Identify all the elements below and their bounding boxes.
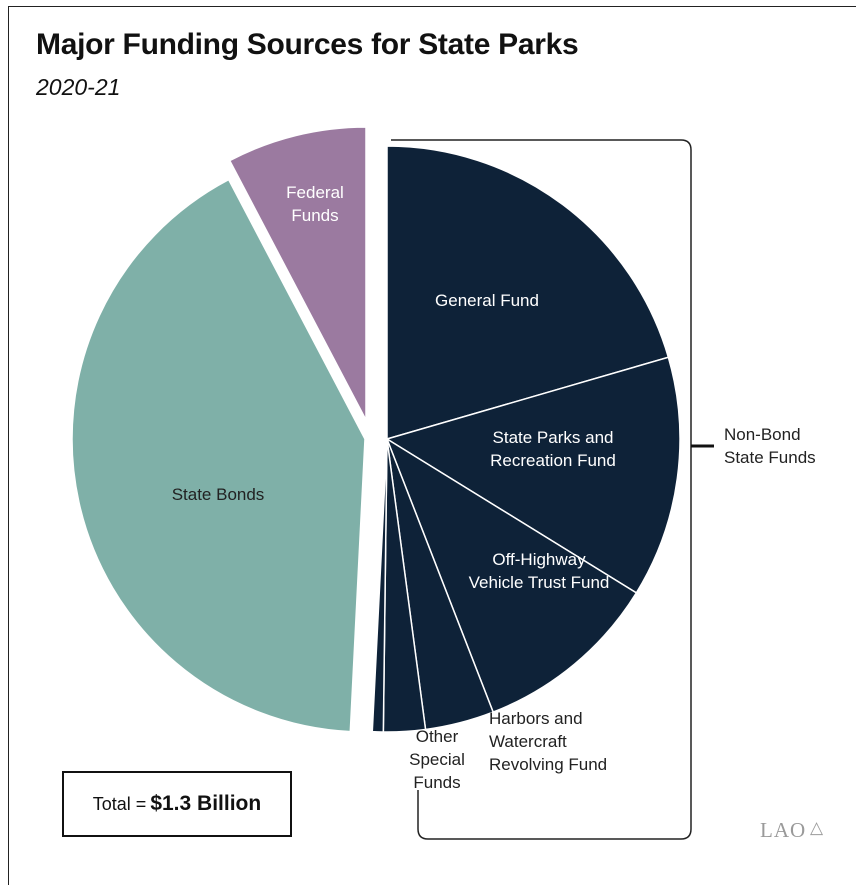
slice-label-harbors-and-watercraft-revolving-fund: Harbors and Watercraft Revolving Fund: [489, 709, 607, 774]
bracket-label: Non-Bond State Funds: [724, 425, 816, 467]
slice-label-federal-funds: Federal Funds: [286, 183, 344, 225]
slice-state-bonds: [71, 178, 366, 733]
slice-label-state-parks-and-recreation-fund: State Parks and Recreation Fund: [490, 428, 616, 470]
slice-federal-funds: [228, 126, 367, 421]
total-prefix: Total =: [92, 793, 147, 814]
capitol-icon: △: [810, 818, 824, 837]
slice-label-state-bonds: State Bonds: [172, 485, 265, 504]
total-box: Total = $1.3 Billion: [62, 771, 292, 837]
total-amount: $1.3 Billion: [150, 792, 262, 815]
chart-title: Major Funding Sources for State Parks: [36, 28, 579, 61]
slice-label-general-fund: General Fund: [435, 291, 539, 310]
slice-label-off-highway-vehicle-trust-fund: Off-Highway Vehicle Trust Fund: [469, 550, 610, 592]
lao-logo: LAO: [760, 818, 807, 842]
slice-off-highway-vehicle-trust-fund: [385, 437, 638, 714]
slice-state-parks-and-recreation-fund: [385, 356, 681, 594]
chart-frame: [8, 6, 856, 885]
non-bond-bracket: [391, 139, 692, 840]
slice-label-other-special-funds: Other Special Funds: [409, 727, 465, 792]
slice-general-fund: [386, 145, 670, 440]
chart-subtitle: 2020-21: [36, 74, 121, 100]
slice-unlabeled-5: [371, 438, 388, 733]
